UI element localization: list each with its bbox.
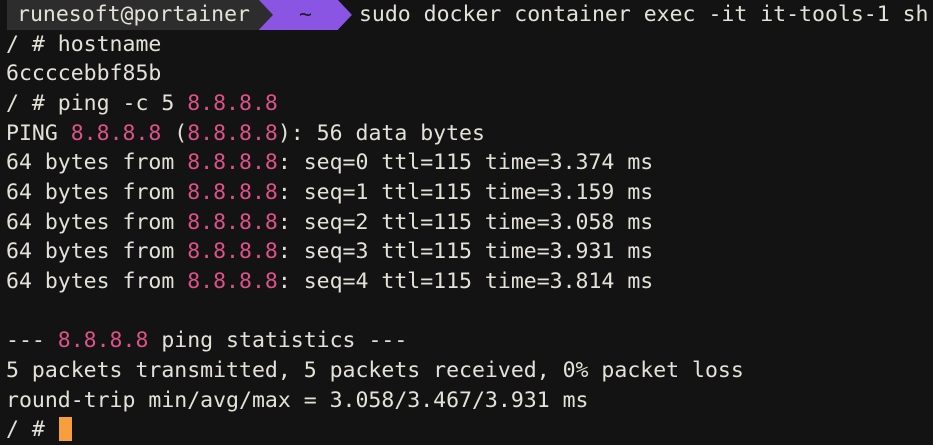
terminal-text: / # hostname xyxy=(6,31,162,57)
terminal-line: --- 8.8.8.8 ping statistics --- xyxy=(0,326,933,356)
terminal-text: 5 packets transmitted, 5 packets receive… xyxy=(6,357,744,383)
terminal-line: / # hostname xyxy=(0,30,933,60)
ip-address: 8.8.8.8 xyxy=(70,120,162,146)
terminal-text: round-trip min/avg/max = 3.058/3.467/3.9… xyxy=(6,387,589,413)
terminal-text: --- xyxy=(6,328,58,354)
terminal-text: : seq=0 ttl=115 time=3.374 ms xyxy=(277,150,654,176)
terminal-text: 64 bytes from xyxy=(6,268,188,294)
terminal-text: 64 bytes from xyxy=(6,209,188,235)
prompt-directory: ~ xyxy=(273,0,338,30)
terminal-text: : seq=3 ttl=115 time=3.931 ms xyxy=(277,239,654,265)
terminal-text: ): 56 data bytes xyxy=(277,120,485,146)
terminal-line xyxy=(0,297,933,327)
terminal-line: 64 bytes from 8.8.8.8: seq=4 ttl=115 tim… xyxy=(0,267,933,297)
prompt-user-host: runesoft@portainer xyxy=(7,0,259,30)
ip-address: 8.8.8.8 xyxy=(187,90,278,116)
terminal-text: 6ccccebbf85b xyxy=(6,61,162,87)
ip-address: 8.8.8.8 xyxy=(187,150,278,176)
terminal-text: : seq=4 ttl=115 time=3.814 ms xyxy=(277,268,654,294)
terminal-cursor xyxy=(58,417,72,442)
powerline-arrow-icon xyxy=(338,0,352,30)
terminal-line: round-trip min/avg/max = 3.058/3.467/3.9… xyxy=(0,386,933,416)
powerline-arrow-icon xyxy=(259,0,273,30)
terminal-text: ( xyxy=(161,120,188,146)
terminal-text: / # ping -c 5 xyxy=(6,90,188,116)
terminal-text: 64 bytes from xyxy=(6,239,188,265)
terminal-line: 6ccccebbf85b xyxy=(0,59,933,89)
prompt-command: sudo docker container exec -it it-tools-… xyxy=(358,2,929,28)
terminal-line: 64 bytes from 8.8.8.8: seq=1 ttl=115 tim… xyxy=(0,178,933,208)
terminal-line: / # ping -c 5 8.8.8.8 xyxy=(0,89,933,119)
terminal-line: / # xyxy=(0,415,933,445)
terminal-text: : seq=2 ttl=115 time=3.058 ms xyxy=(277,209,654,235)
terminal-text: / # xyxy=(6,417,58,443)
terminal-text: 64 bytes from xyxy=(6,179,188,205)
ip-address: 8.8.8.8 xyxy=(187,179,278,205)
terminal-text: PING xyxy=(6,120,71,146)
terminal-text: ping statistics --- xyxy=(148,328,408,354)
shell-prompt-line: runesoft@portainer ~ sudo docker contain… xyxy=(0,0,933,30)
terminal-line: 64 bytes from 8.8.8.8: seq=2 ttl=115 tim… xyxy=(0,208,933,238)
ip-address: 8.8.8.8 xyxy=(187,268,278,294)
terminal-line: 64 bytes from 8.8.8.8: seq=0 ttl=115 tim… xyxy=(0,148,933,178)
ip-address: 8.8.8.8 xyxy=(57,328,149,354)
terminal-text: 64 bytes from xyxy=(6,150,188,176)
terminal-body: / # hostname 6ccccebbf85b / # ping -c 5 8.… xyxy=(0,30,933,445)
terminal-line: 64 bytes from 8.8.8.8: seq=3 ttl=115 tim… xyxy=(0,237,933,267)
terminal-line: PING 8.8.8.8 (8.8.8.8): 56 data bytes xyxy=(0,119,933,149)
ip-address: 8.8.8.8 xyxy=(187,209,278,235)
terminal-text: : seq=1 ttl=115 time=3.159 ms xyxy=(277,179,654,205)
ip-address: 8.8.8.8 xyxy=(187,239,278,265)
ip-address: 8.8.8.8 xyxy=(187,120,278,146)
terminal-line: 5 packets transmitted, 5 packets receive… xyxy=(0,356,933,386)
